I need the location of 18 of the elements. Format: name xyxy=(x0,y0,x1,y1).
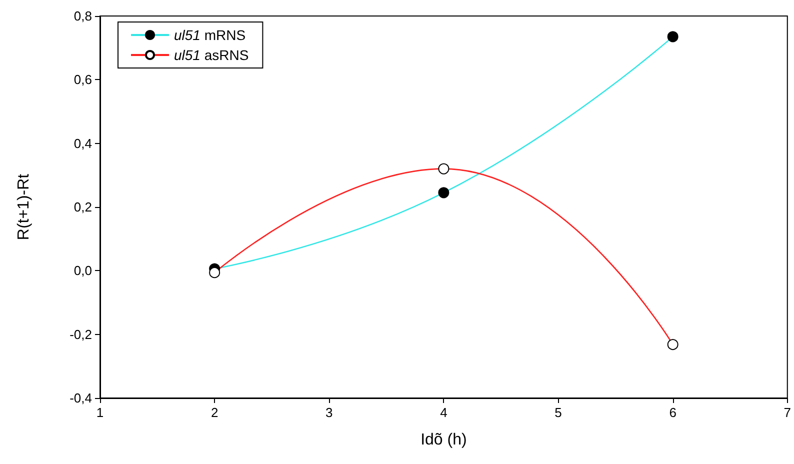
x-tick-label: 7 xyxy=(784,405,791,420)
x-tick-label: 5 xyxy=(554,405,562,420)
x-tick-label: 6 xyxy=(669,405,676,420)
legend-label: ul51 asRNS xyxy=(174,47,249,63)
y-tick-label: 0,2 xyxy=(74,200,92,214)
x-tick-label: 4 xyxy=(440,405,448,420)
legend-label: ul51 mRNS xyxy=(174,27,246,43)
x-tick-label: 2 xyxy=(210,405,218,420)
x-tick-label: 3 xyxy=(326,405,333,420)
y-tick-label: 0,6 xyxy=(74,72,92,88)
y-tick-label: -0,2 xyxy=(70,326,92,342)
x-axis-title: Idõ (h) xyxy=(420,432,467,448)
y-tick-label: 0,0 xyxy=(74,263,92,278)
y-tick-label: 0,4 xyxy=(74,136,92,151)
x-tick-label: 1 xyxy=(96,405,104,420)
y-tick-label: -0,4 xyxy=(70,390,92,406)
y-tick-label: 0,8 xyxy=(74,8,92,24)
y-axis-title: R(t+1)-Rt xyxy=(16,173,32,240)
